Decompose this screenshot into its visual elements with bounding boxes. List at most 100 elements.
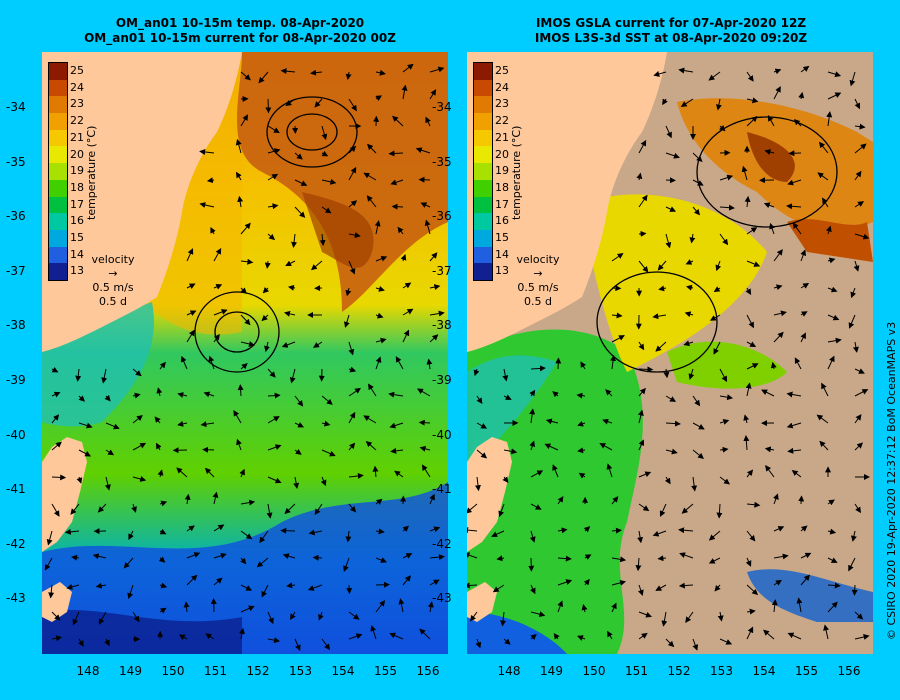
- velocity-arrow: [186, 310, 197, 316]
- velocity-arrow: [213, 284, 223, 290]
- velocity-arrow: [267, 476, 282, 484]
- colorbar-tick-label: 16: [70, 214, 84, 228]
- velocity-arrow: [496, 555, 505, 562]
- velocity-arrow: [402, 63, 414, 73]
- velocity-arrow: [240, 584, 253, 591]
- lon-label: 153: [710, 664, 733, 678]
- velocity-arrow: [319, 233, 326, 247]
- colorbar-tick-label: 22: [495, 114, 509, 128]
- velocity-arrow: [199, 202, 215, 208]
- velocity-arrow: [500, 611, 507, 627]
- velocity-arrow: [267, 148, 281, 155]
- velocity-arrow: [681, 503, 694, 514]
- velocity-arrow: [689, 233, 696, 244]
- colorbar-tick-label: 20: [70, 147, 84, 161]
- velocity-arrow: [577, 635, 586, 641]
- velocity-arrow: [285, 98, 296, 107]
- velocity-arrow: [680, 98, 694, 107]
- velocity-arrow: [363, 172, 377, 181]
- velocity-arrow: [240, 71, 251, 81]
- velocity-arrow: [417, 388, 431, 397]
- velocity-arrow: [708, 557, 721, 564]
- velocity-arrow: [280, 68, 296, 75]
- velocity-arrow: [769, 222, 775, 235]
- right-title-line1: IMOS GSLA current for 07-Apr-2020 12Z: [535, 16, 807, 30]
- colorbar-swatch: [49, 196, 67, 214]
- lat-label: -34: [432, 100, 452, 114]
- velocity-arrow: [421, 464, 431, 478]
- velocity-arrow: [664, 476, 671, 485]
- velocity-arrow: [264, 260, 271, 269]
- velocity-arrow: [345, 71, 352, 81]
- velocity-arrow: [64, 528, 80, 535]
- velocity-arrow: [367, 143, 377, 154]
- colorbar-swatch: [49, 63, 67, 80]
- colorbar-swatch: [49, 246, 67, 264]
- lat-label: -38: [6, 318, 26, 333]
- velocity-arrow: [743, 435, 750, 451]
- colorbar-tick-label: 19: [70, 164, 84, 178]
- velocity-arrow: [819, 440, 829, 451]
- velocity-arrow: [95, 582, 107, 589]
- velocity-arrow: [177, 420, 188, 427]
- colorbar-tick-label: 21: [70, 130, 84, 144]
- velocity-arrow: [48, 584, 55, 599]
- velocity-arrow: [348, 633, 363, 640]
- velocity-arrow: [576, 392, 586, 399]
- velocity-arrow: [70, 503, 80, 515]
- velocity-arrow: [787, 179, 802, 186]
- velocity-arrows: [467, 65, 870, 651]
- velocity-arrow: [745, 287, 752, 296]
- velocity-arrow: [800, 311, 808, 317]
- velocity-arrow: [293, 476, 300, 490]
- velocity-arrow: [348, 411, 356, 424]
- velocity-arrow: [827, 71, 842, 78]
- colorbar-swatch: [474, 229, 492, 247]
- velocity-arrow: [714, 584, 721, 592]
- velocity-arrow: [345, 287, 352, 297]
- lon-label: 155: [374, 664, 397, 678]
- lat-label: -42: [6, 536, 26, 551]
- left-temperature-map: [42, 52, 448, 654]
- velocity-arrow: [285, 260, 296, 267]
- velocity-arrow: [763, 629, 775, 640]
- velocity-arrow: [71, 554, 80, 561]
- velocity-arrow: [391, 203, 404, 210]
- velocity-arrow: [746, 469, 754, 478]
- velocity-arrow: [132, 442, 147, 451]
- velocity-arrow: [825, 225, 832, 235]
- velocity-arrow: [429, 554, 445, 561]
- velocity-arrow: [854, 123, 866, 130]
- colorbar-swatch: [49, 129, 67, 147]
- velocity-arrow: [267, 416, 280, 424]
- velocity-arrow: [321, 150, 329, 157]
- velocity-arrow: [402, 553, 413, 559]
- lat-label: -39: [432, 373, 452, 387]
- colorbar-tick-label: 18: [495, 180, 509, 194]
- velocity-arrow: [851, 584, 858, 596]
- velocity-arrow: [240, 287, 247, 294]
- velocity-arrow: [392, 115, 404, 127]
- velocity-arrow: [854, 414, 862, 424]
- velocity-arrow: [429, 89, 437, 100]
- velocity-arrow: [652, 530, 667, 537]
- lon-label: 148: [497, 664, 521, 678]
- velocity-arrow: [853, 260, 860, 272]
- velocity-arrow: [854, 634, 870, 640]
- velocity-arrow: [104, 394, 111, 402]
- velocity-arrow: [210, 226, 216, 235]
- velocity-arrow: [402, 329, 410, 343]
- velocity-arrow: [692, 179, 704, 186]
- velocity-arrow: [692, 395, 701, 407]
- right-map-title: IMOS GSLA current for 07-Apr-2020 12Z IM…: [466, 16, 876, 46]
- velocity-arrow: [557, 579, 573, 586]
- velocity-arrow: [713, 286, 721, 292]
- velocity-arrow: [283, 310, 296, 317]
- velocity-arrow: [657, 555, 667, 562]
- velocity-arrow: [800, 525, 808, 532]
- velocity-arrow: [429, 252, 438, 262]
- velocity-arrow: [719, 174, 734, 181]
- velocity-arrow: [665, 395, 677, 402]
- velocity-arrow: [348, 472, 364, 479]
- velocity-arrow: [365, 440, 377, 451]
